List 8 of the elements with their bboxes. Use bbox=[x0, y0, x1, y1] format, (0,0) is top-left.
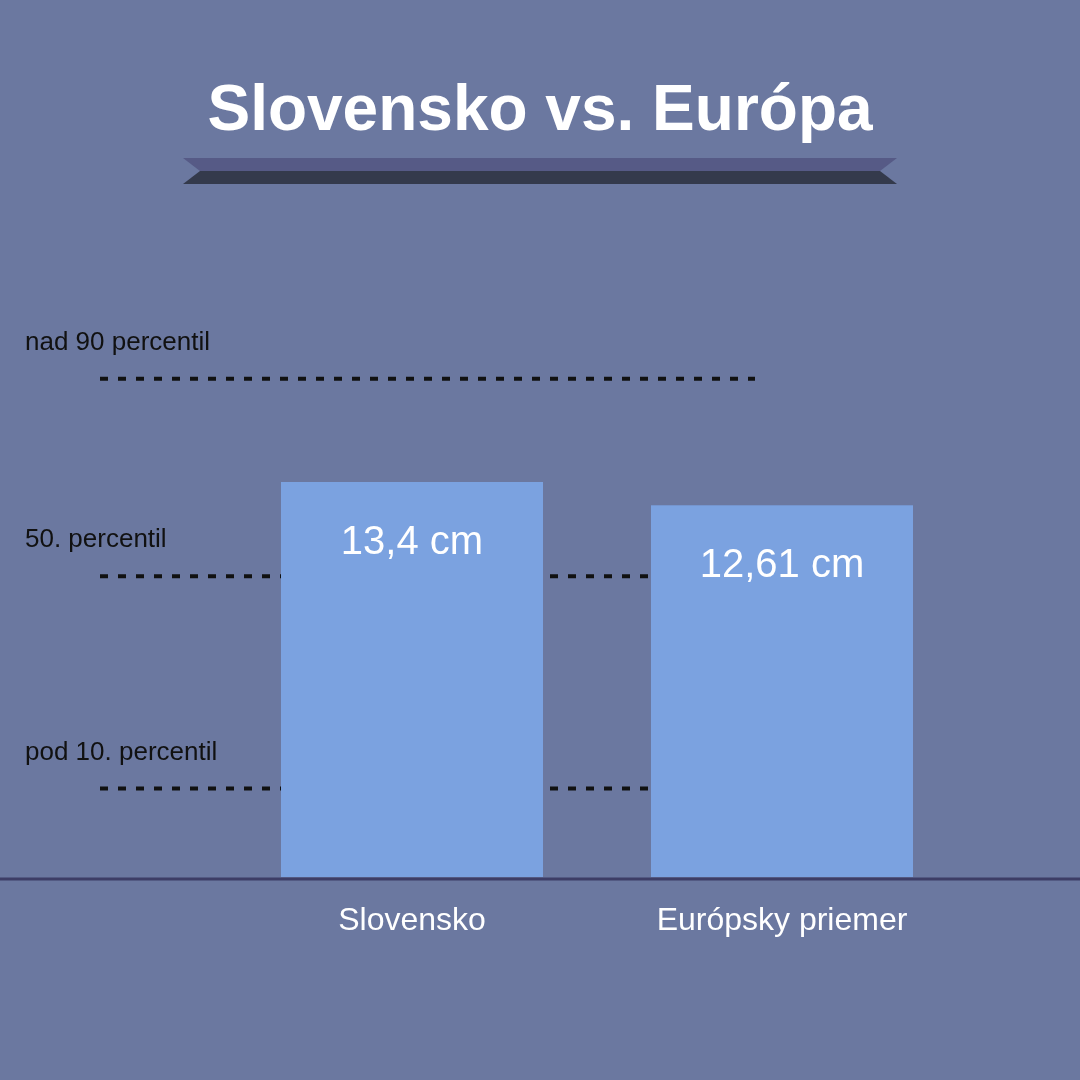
data-label: 13,4 cm bbox=[340, 518, 484, 562]
ref-line-label: 50. percentil bbox=[25, 523, 167, 554]
chart-title: Slovensko vs. Európa bbox=[207, 72, 873, 144]
x-tick-label: Európsky priemer bbox=[656, 901, 908, 937]
ref-line-label: pod 10. percentil bbox=[25, 735, 218, 766]
ref-line-label: nad 90 percentil bbox=[25, 325, 211, 356]
data-label: 12,61 cm bbox=[699, 541, 865, 586]
x-tick-label: Slovensko bbox=[338, 901, 486, 937]
